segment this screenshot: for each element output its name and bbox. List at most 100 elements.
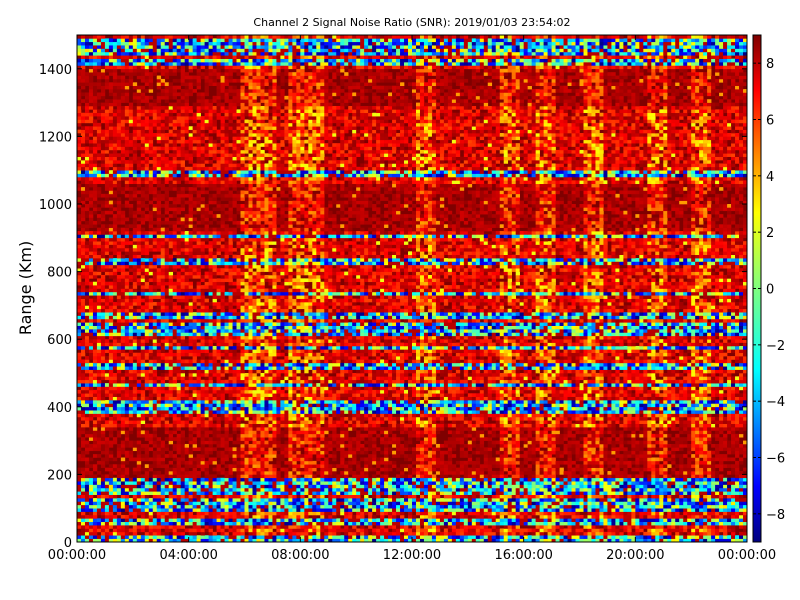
heatmap-cell (192, 460, 197, 465)
heatmap-cell (404, 484, 409, 489)
heatmap-cell (284, 525, 289, 529)
heatmap-cell (120, 427, 126, 431)
heatmap-cell (124, 454, 130, 458)
heatmap-cell (344, 474, 349, 479)
heatmap-cell (523, 443, 528, 448)
heatmap-cell (691, 535, 696, 539)
heatmap-cell (451, 484, 457, 489)
heatmap-cell (140, 474, 146, 479)
heatmap-cell (388, 521, 393, 526)
heatmap-cell (671, 457, 676, 462)
heatmap-cell (423, 498, 429, 502)
heatmap-cell (423, 535, 429, 539)
heatmap-cell (372, 518, 377, 523)
heatmap-cell (112, 498, 118, 502)
heatmap-cell (675, 491, 680, 495)
heatmap-cell (507, 508, 512, 512)
heatmap-cell (615, 521, 620, 526)
heatmap-cell (523, 433, 528, 438)
heatmap-cell (599, 521, 604, 526)
heatmap-cell (372, 427, 377, 431)
heatmap-cell (220, 484, 225, 489)
heatmap-cell (412, 531, 417, 536)
heatmap-cell (200, 484, 205, 489)
heatmap-cell (671, 494, 676, 499)
heatmap-cell (136, 450, 142, 455)
heatmap-cell (479, 474, 485, 479)
heatmap-cell (635, 477, 640, 482)
heatmap-cell (352, 538, 357, 542)
heatmap-cell (196, 511, 201, 516)
heatmap-cell (667, 474, 672, 479)
heatmap-cell (499, 504, 505, 509)
heatmap-cell (356, 443, 361, 448)
heatmap-cell (531, 501, 536, 506)
heatmap-cell (571, 521, 576, 526)
heatmap-cell (184, 504, 189, 509)
heatmap-cell (503, 484, 509, 489)
heatmap-cell (324, 538, 329, 542)
heatmap-cell (499, 467, 505, 472)
heatmap-cell (84, 504, 90, 509)
heatmap-cell (667, 528, 672, 533)
heatmap-cell (583, 477, 588, 482)
heatmap-cell (615, 498, 620, 502)
heatmap-cell (372, 443, 377, 448)
heatmap-cell (659, 514, 664, 519)
heatmap-cell (180, 477, 185, 482)
heatmap-cell (623, 484, 628, 489)
heatmap-cell (467, 443, 473, 448)
heatmap-cell (539, 430, 544, 435)
heatmap-cell (124, 494, 130, 499)
heatmap-cell (360, 535, 365, 539)
heatmap-cell (124, 433, 130, 438)
heatmap-cell (208, 440, 213, 445)
heatmap-cell (408, 454, 413, 458)
heatmap-cell (356, 494, 361, 499)
heatmap-cell (463, 535, 469, 539)
heatmap-cell (216, 487, 221, 492)
heatmap-cell (663, 504, 668, 509)
heatmap-cell (336, 508, 341, 512)
heatmap-cell (511, 450, 516, 455)
heatmap-cell (643, 437, 648, 441)
heatmap-cell (567, 531, 572, 536)
heatmap-cell (312, 487, 317, 492)
heatmap-cell (499, 471, 505, 475)
heatmap-cell (615, 525, 620, 529)
heatmap-cell (647, 447, 652, 452)
heatmap-cell (392, 450, 397, 455)
heatmap-cell (615, 508, 620, 512)
heatmap-cell (304, 531, 309, 536)
heatmap-cell (264, 528, 269, 533)
heatmap-cell (308, 471, 313, 475)
heatmap-cell (144, 521, 150, 526)
heatmap-cell (144, 508, 150, 512)
heatmap-cell (683, 501, 688, 506)
heatmap-cell (439, 467, 445, 472)
heatmap-cell (128, 481, 134, 485)
heatmap-cell (439, 518, 445, 523)
heatmap-cell (695, 484, 700, 489)
heatmap-cell (264, 474, 269, 479)
heatmap-cell (619, 437, 624, 441)
heatmap-cell (288, 460, 293, 465)
heatmap-cell (404, 440, 409, 445)
heatmap-cell (575, 477, 580, 482)
heatmap-cell (284, 521, 289, 526)
heatmap-cell (272, 501, 277, 506)
heatmap-cell (647, 521, 652, 526)
heatmap-cell (400, 487, 405, 492)
heatmap-cell (651, 464, 656, 468)
heatmap-cell (503, 464, 509, 468)
heatmap-cell (667, 511, 672, 516)
heatmap-cell (244, 464, 249, 468)
heatmap-cell (731, 443, 736, 448)
heatmap-cell (132, 504, 138, 509)
heatmap-cell (611, 521, 616, 526)
heatmap-cell (228, 477, 233, 482)
heatmap-cell (663, 443, 668, 448)
heatmap-cell (244, 484, 249, 489)
heatmap-cell (388, 538, 393, 542)
heatmap-cell (244, 525, 249, 529)
